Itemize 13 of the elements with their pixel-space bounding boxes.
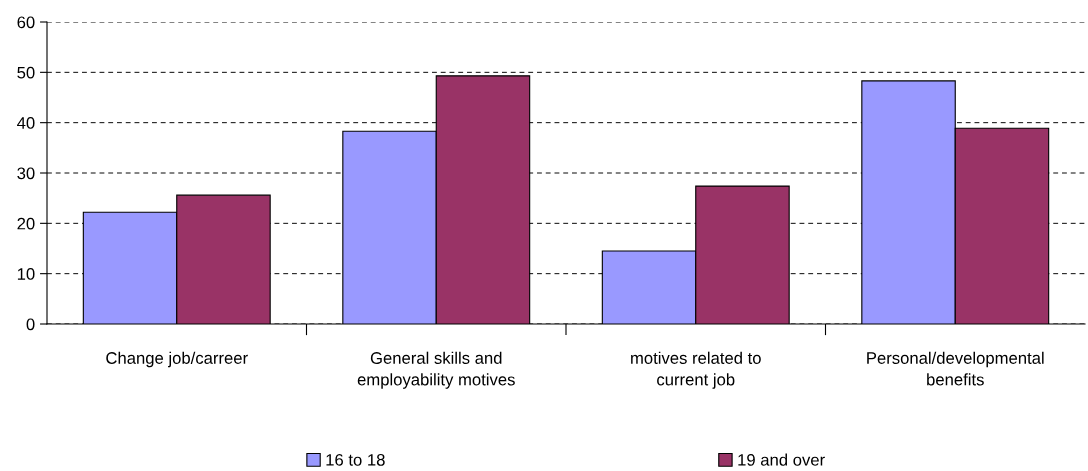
x-tick-label: motives related to current job: [631, 351, 761, 389]
legend-label: 19 and over: [738, 453, 825, 466]
y-tick-label: 50: [17, 66, 35, 79]
y-tick-label: 40: [17, 117, 35, 129]
y-tick-label: 0: [26, 318, 35, 331]
y-tick-label: 10: [17, 268, 35, 280]
y-tick-label: 60: [17, 16, 35, 29]
y-tick-label: 30: [17, 167, 35, 180]
x-tick-label: General skills and employability motives: [357, 351, 515, 389]
legend-label: 16 to 18: [326, 453, 385, 466]
x-tick-label: Personal/developmental benefits: [867, 351, 1044, 386]
y-tick-label: 20: [17, 217, 35, 230]
x-tick-label: Change job/carreer: [106, 351, 248, 368]
